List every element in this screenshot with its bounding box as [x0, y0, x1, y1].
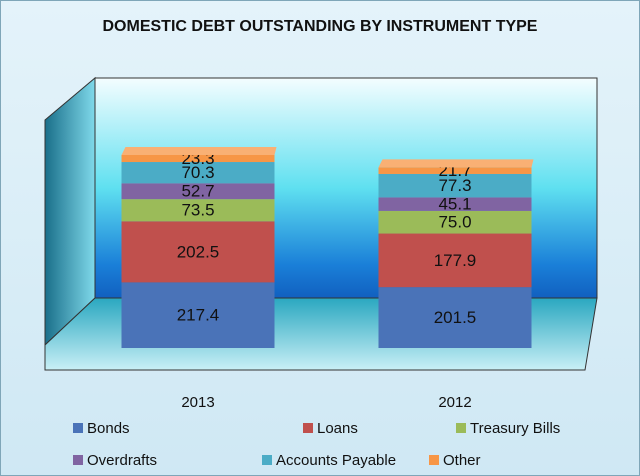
- bar-segment: [378, 210, 532, 234]
- legend-label: Overdrafts: [87, 452, 157, 469]
- bar-segment: [378, 173, 532, 198]
- bar-segment: [121, 221, 275, 283]
- chart-title: DOMESTIC DEBT OUTSTANDING BY INSTRUMENT …: [102, 18, 538, 35]
- bar-segment: [378, 287, 532, 348]
- legend-label: Accounts Payable: [276, 452, 396, 469]
- bar-segment: [378, 233, 532, 288]
- data-label: 70.3: [181, 163, 214, 182]
- bar-top: [378, 159, 534, 168]
- legend-swatch: [429, 455, 439, 465]
- data-label: 45.1: [438, 195, 471, 214]
- legend-label: Other: [443, 452, 481, 469]
- data-label: 77.3: [438, 176, 471, 195]
- legend-label: Loans: [317, 420, 358, 437]
- data-label: 201.5: [434, 308, 477, 327]
- legend-swatch: [303, 423, 313, 433]
- legend-swatch: [262, 455, 272, 465]
- data-label: 217.4: [177, 306, 220, 325]
- bar-top: [121, 147, 277, 155]
- legend-label: Treasury Bills: [470, 420, 560, 437]
- data-label: 73.5: [181, 201, 214, 220]
- legend-label: Bonds: [87, 420, 130, 437]
- data-label: 75.0: [438, 213, 471, 232]
- legend-swatch: [456, 423, 466, 433]
- data-label: 177.9: [434, 251, 477, 270]
- data-label: 52.7: [181, 182, 214, 201]
- bar-segment: [121, 162, 275, 184]
- x-tick-label: 2012: [438, 394, 471, 411]
- legend-swatch: [73, 455, 83, 465]
- bar-segment: [121, 199, 275, 222]
- bar-segment: [121, 155, 275, 163]
- bar-segment: [121, 282, 275, 348]
- x-tick-label: 2013: [181, 394, 214, 411]
- bar-segment: [121, 183, 275, 200]
- legend-swatch: [73, 423, 83, 433]
- data-label: 202.5: [177, 242, 220, 261]
- bar-segment: [378, 167, 532, 174]
- bar-segment: [378, 197, 532, 211]
